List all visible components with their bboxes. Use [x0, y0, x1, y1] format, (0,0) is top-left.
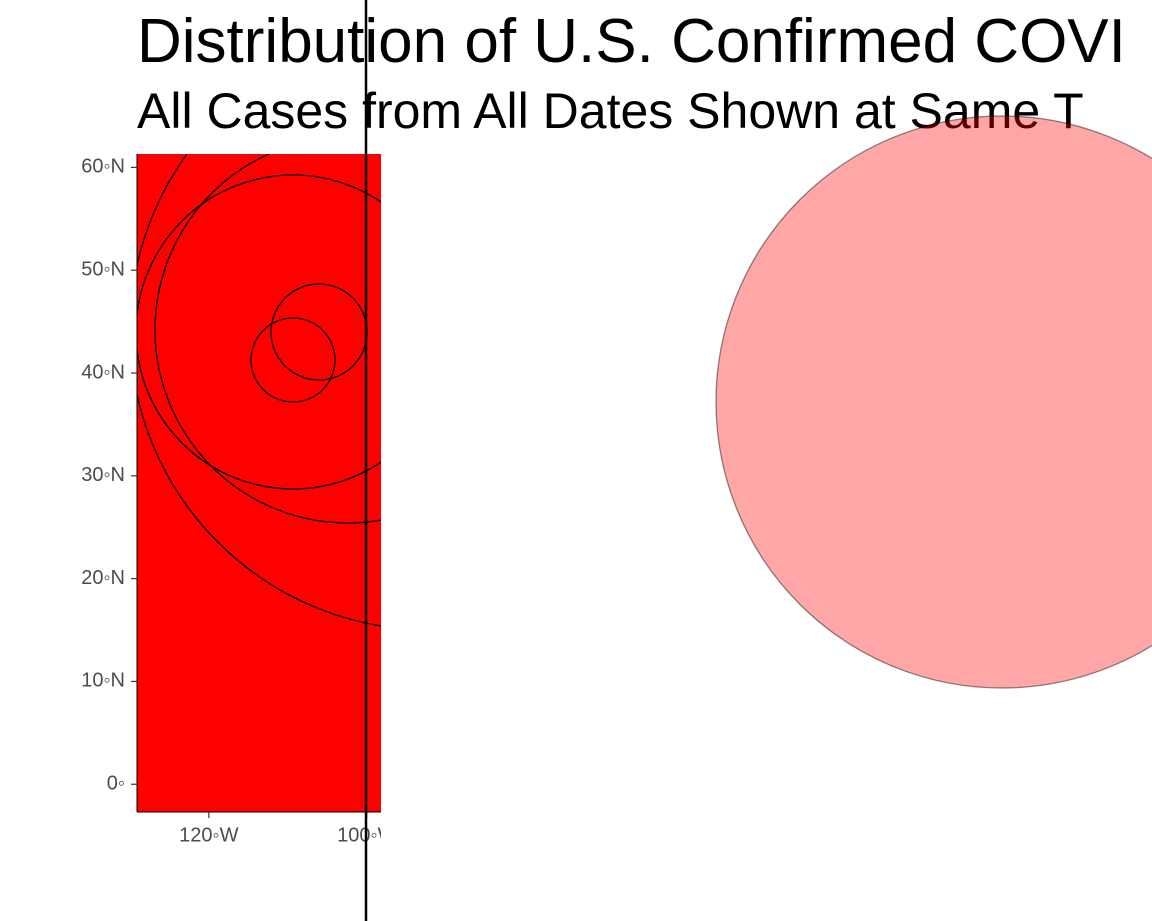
bubble — [250, 317, 336, 403]
y-tick-label: 30◦N — [81, 464, 125, 486]
map-background — [137, 154, 381, 812]
y-tick-label: 20◦N — [81, 567, 125, 589]
chart-title: Distribution of U.S. Confirmed COVI — [137, 7, 1126, 76]
bubble — [154, 154, 381, 524]
x-tick-label: 100◦W — [337, 824, 396, 846]
overflow-bubble — [715, 115, 1152, 689]
y-tick-label: 0◦ — [107, 773, 125, 795]
x-tick-label: 120◦W — [179, 824, 238, 846]
chart-subtitle: All Cases from All Dates Shown at Same T — [137, 83, 1084, 139]
bubble — [137, 174, 381, 490]
y-tick-label: 10◦N — [81, 670, 125, 692]
y-tick-label: 40◦N — [81, 361, 125, 383]
y-tick-label: 50◦N — [81, 258, 125, 280]
y-tick-label: 60◦N — [81, 156, 125, 178]
map-panel — [131, 154, 381, 818]
